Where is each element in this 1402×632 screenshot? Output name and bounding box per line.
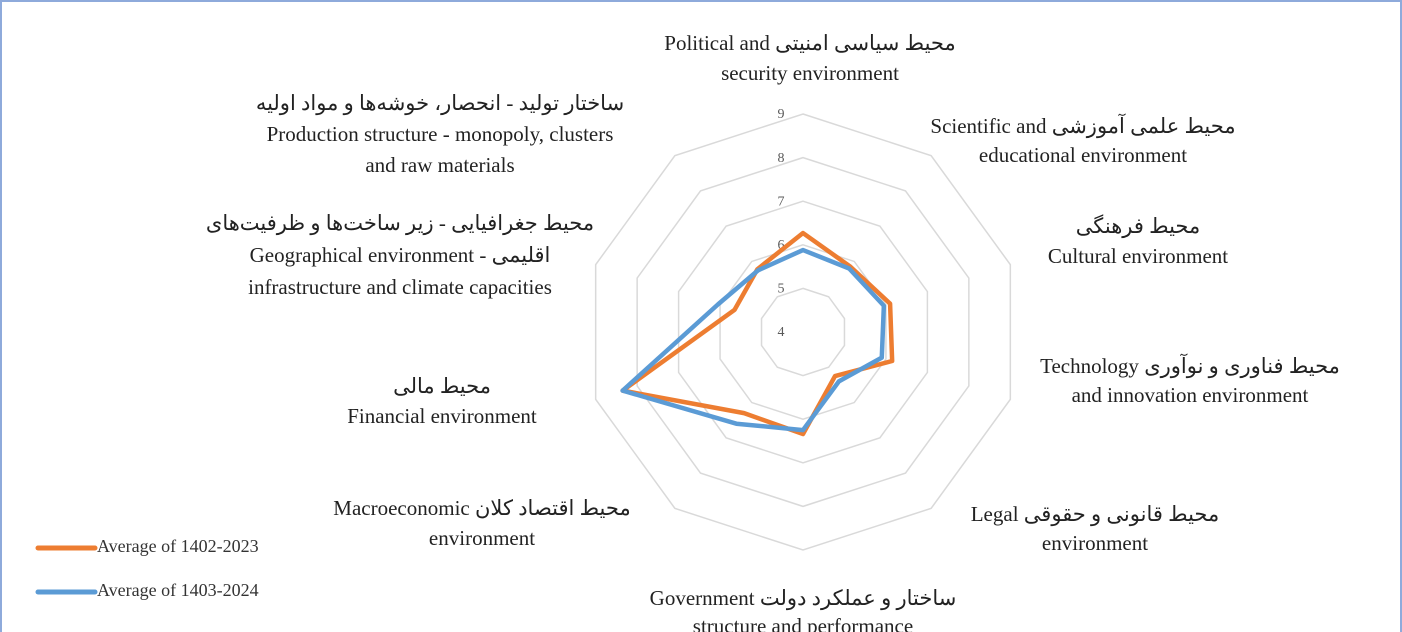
axis-label: structure and performance bbox=[693, 614, 913, 632]
axis-label: ساختار و عملکرد دولت Government bbox=[650, 586, 957, 611]
axis-label: security environment bbox=[721, 61, 899, 85]
series-line bbox=[620, 247, 887, 433]
grid-ring bbox=[594, 113, 1012, 551]
axis-label: محیط سیاسی امنیتی Political and bbox=[664, 31, 955, 55]
grid-ring bbox=[677, 200, 929, 464]
axis-label: اقلیمی - Geographical environment bbox=[250, 243, 551, 267]
axis-label: محیط فرهنگی bbox=[1076, 214, 1200, 239]
tick-label: 5 bbox=[778, 282, 785, 297]
axis-label: محیط علمی آموزشی Scientific and bbox=[930, 112, 1235, 139]
axis-label: and raw materials bbox=[365, 153, 514, 177]
tick-label: 8 bbox=[778, 151, 785, 166]
tick-label: 7 bbox=[778, 194, 785, 209]
axis-label: ساختار تولید - انحصار، خوشه‌ها و مواد او… bbox=[256, 91, 624, 116]
axis-label: محیط اقتصاد کلان Macroeconomic bbox=[333, 496, 630, 520]
axis-label: environment bbox=[1042, 531, 1148, 555]
axis-label: and innovation environment bbox=[1072, 383, 1309, 407]
tick-label: 9 bbox=[778, 107, 785, 122]
axis-label: infrastructure and climate capacities bbox=[248, 275, 552, 299]
axis-label: environment bbox=[429, 526, 535, 550]
axis-label: محیط قانونی و حقوقی Legal bbox=[971, 502, 1220, 527]
grid-ring bbox=[719, 244, 887, 420]
tick-label: 4 bbox=[778, 325, 785, 340]
tick-label: 6 bbox=[778, 238, 785, 253]
axis-label: محیط فناوری و نوآوری Technology bbox=[1040, 352, 1340, 379]
grid-ring bbox=[760, 287, 846, 377]
axis-label: محیط جغرافیایی - زیر ساخت‌ها و ظرفیت‌های bbox=[206, 211, 594, 236]
axis-label: educational environment bbox=[979, 143, 1187, 167]
grid-ring bbox=[636, 156, 970, 508]
series-line bbox=[620, 230, 895, 437]
axis-label: Cultural environment bbox=[1048, 244, 1228, 268]
axis-label: Financial environment bbox=[347, 404, 537, 428]
legend-label: Average of 1402-2023 bbox=[97, 536, 259, 556]
axis-label: Production structure - monopoly, cluster… bbox=[267, 122, 614, 146]
axis-label: محیط مالی bbox=[393, 374, 491, 398]
legend-label: Average of 1403-2024 bbox=[97, 580, 259, 600]
